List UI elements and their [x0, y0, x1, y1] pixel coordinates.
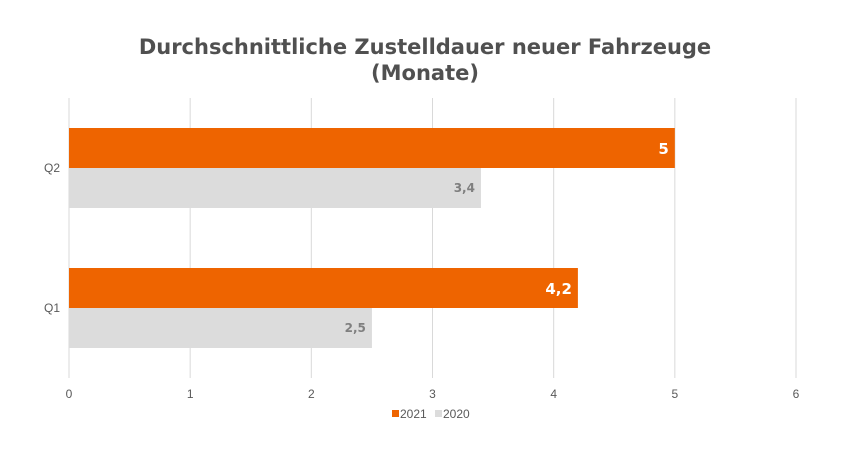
data-label: 3,4 [454, 181, 475, 195]
chart-title-line-1: Durchschnittliche Zustelldauer neuer Fah… [139, 35, 711, 59]
x-tick-label: 4 [550, 387, 557, 401]
legend-swatch [392, 410, 399, 417]
data-label: 5 [658, 140, 668, 158]
x-tick-label: 0 [66, 387, 73, 401]
category-label: Q2 [44, 161, 60, 175]
x-tick-label: 5 [671, 387, 678, 401]
x-tick-label: 1 [187, 387, 194, 401]
x-tick-label: 2 [308, 387, 315, 401]
bar-2020-Q1 [69, 308, 372, 348]
bar-2021-Q2 [69, 128, 675, 168]
bar-2020-Q2 [69, 168, 481, 208]
x-tick-label: 3 [429, 387, 436, 401]
data-labels: 5 3,4 4,2 2,5 [345, 140, 669, 335]
bars [69, 128, 675, 348]
bar-2021-Q1 [69, 268, 578, 308]
legend-label: 2021 [400, 407, 427, 421]
category-label: Q1 [44, 301, 60, 315]
legend-label: 2020 [443, 407, 470, 421]
axes: 0 1 2 3 4 5 6 Q2 Q1 [44, 161, 800, 401]
legend: 2021 2020 [392, 407, 470, 421]
legend-swatch [435, 410, 442, 417]
x-tick-label: 6 [793, 387, 800, 401]
data-label: 2,5 [345, 321, 366, 335]
chart-title-line-2: (Monate) [371, 61, 479, 85]
data-label: 4,2 [545, 280, 572, 298]
